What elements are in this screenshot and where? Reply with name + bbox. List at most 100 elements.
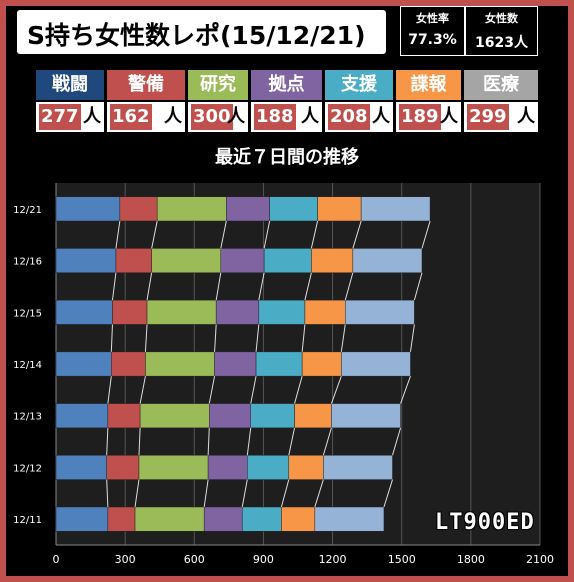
bar-segment — [55, 506, 109, 532]
series-line — [111, 272, 117, 301]
x-tick-label: 0 — [53, 553, 60, 566]
count-value: 189 — [399, 104, 441, 130]
bar-segment — [314, 506, 385, 532]
bar-segment — [294, 403, 332, 429]
series-line — [258, 272, 265, 301]
female-rate-value: 77.3% — [408, 32, 457, 48]
bar-segment — [55, 351, 112, 377]
bar-segment — [119, 196, 158, 222]
series-line — [151, 220, 158, 249]
series-line — [310, 220, 319, 249]
bar-segment — [55, 248, 117, 273]
series-line — [294, 376, 303, 404]
count-value: 188 — [254, 104, 296, 130]
series-line — [392, 427, 402, 456]
category-label-base: 拠点 — [251, 70, 322, 100]
x-tick-label: 2100 — [526, 553, 554, 566]
bar-segment — [55, 403, 109, 429]
bar-segment — [304, 299, 346, 325]
count-value: 300 — [191, 104, 233, 130]
bar-segment — [301, 351, 342, 377]
bar-segment — [139, 403, 210, 429]
series-line — [352, 220, 362, 249]
series-line — [288, 427, 296, 456]
series-line — [421, 220, 431, 249]
series-line — [400, 375, 411, 404]
bar-segment — [311, 248, 354, 273]
bar-segment — [207, 455, 248, 480]
series-line — [340, 324, 346, 352]
bar-segment — [145, 351, 215, 377]
bar-segment — [209, 403, 252, 429]
count-value: 299 — [467, 104, 509, 130]
bar-segment — [151, 248, 222, 273]
category-label-medical: 医療 — [464, 70, 538, 100]
count-unit: 人 — [83, 106, 101, 127]
category-label-security: 警備 — [107, 70, 185, 100]
x-tick-label: 1800 — [457, 553, 485, 566]
count-unit: 人 — [227, 106, 245, 127]
series-line — [304, 272, 312, 301]
x-tick-label: 600 — [184, 553, 205, 566]
count-unit: 人 — [164, 106, 182, 127]
series-line — [246, 427, 252, 456]
female-rate-label: 女性率 — [416, 12, 449, 25]
bar-segment — [214, 351, 257, 377]
bar-segment — [134, 506, 205, 532]
x-tick-label: 1500 — [388, 553, 416, 566]
category-label-research: 研究 — [188, 70, 248, 100]
y-tick-label: 12/21 — [13, 205, 42, 216]
count-unit: 人 — [517, 106, 535, 127]
bar-segment — [255, 351, 303, 377]
series-line — [139, 376, 146, 404]
y-tick-label: 12/14 — [13, 360, 42, 371]
series-line — [144, 324, 148, 352]
bar-segment — [250, 403, 295, 429]
bar-segment — [107, 506, 136, 532]
bar-segment — [156, 196, 227, 222]
series-line — [138, 427, 141, 456]
bar-segment — [263, 248, 312, 273]
series-line — [110, 324, 113, 352]
female-count-box: 女性数 1623人 — [465, 6, 538, 56]
bar-segment — [55, 299, 113, 325]
series-line — [241, 479, 248, 508]
bar-segment — [241, 506, 282, 532]
series-line — [263, 220, 271, 249]
y-tick-label: 12/13 — [13, 412, 42, 423]
report-title: S持ち女性数レポ(15/12/21) — [27, 21, 366, 50]
bar-segment — [317, 196, 362, 222]
category-count-intel: 189 人 — [396, 102, 461, 132]
female-count-value: 1623人 — [475, 35, 528, 51]
count-value: 208 — [328, 104, 370, 130]
x-tick-label: 1200 — [319, 553, 347, 566]
series-line — [409, 324, 415, 352]
count-unit: 人 — [301, 106, 319, 127]
bar-segment — [352, 248, 423, 273]
bar-segment — [360, 196, 431, 222]
bar-segment — [106, 455, 140, 480]
count-unit: 人 — [372, 106, 390, 127]
series-line — [203, 479, 209, 508]
title-box: S持ち女性数レポ(15/12/21) — [17, 10, 386, 54]
category-count-medical: 299 人 — [464, 102, 538, 132]
bar-segment — [220, 248, 265, 273]
y-tick-label: 12/12 — [13, 463, 42, 474]
category-label-intel: 諜報 — [396, 70, 461, 100]
bar-segment — [226, 196, 270, 222]
bar-segment — [55, 455, 107, 480]
bar-segment — [247, 455, 290, 480]
bar-segment — [281, 506, 316, 532]
series-line — [214, 324, 217, 352]
series-line — [134, 479, 140, 508]
category-count-base: 188 人 — [251, 102, 322, 132]
count-unit: 人 — [440, 106, 458, 127]
female-count-label: 女性数 — [485, 12, 518, 25]
bar-segment — [344, 299, 415, 325]
series-line — [413, 272, 423, 301]
series-line — [106, 427, 109, 456]
series-line — [146, 272, 153, 301]
y-tick-label: 12/11 — [13, 515, 42, 526]
x-tick-label: 900 — [253, 553, 274, 566]
